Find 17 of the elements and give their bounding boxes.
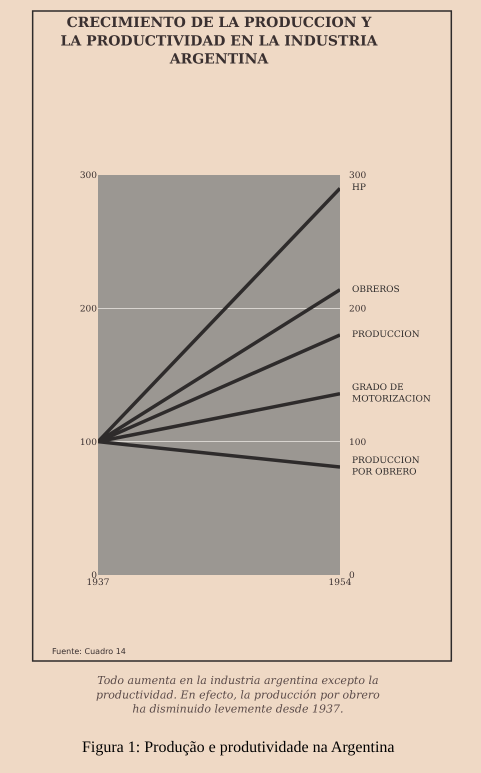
y-tick-label: 300: [80, 171, 98, 182]
series-label: OBREROS: [352, 285, 400, 295]
y2-tick-label: 200: [349, 304, 366, 314]
y-tick-label: 200: [80, 304, 98, 314]
series-label: HP: [352, 183, 366, 193]
y2-tick-label: 0: [349, 571, 355, 582]
chart-title: CRECIMIENTO DE LA PRODUCCION Y LA PRODUCTIVIDAD EN LA INDUSTRIA ARGENTINA: [60, 15, 379, 68]
x-tick-label: 1954: [328, 578, 352, 588]
text: Todo aumenta en la industria argentina excepto la productividad. En efecto, la producción por obrero ha disminuido levemente desde 1937.: [96, 674, 380, 716]
y2-tick-label: 300: [349, 171, 366, 182]
y2-tick-label: 100: [349, 438, 366, 448]
series-label: GRADO DE MOTORIZACION: [352, 383, 431, 405]
y-tick-label: 100: [80, 438, 98, 448]
series-label: PRODUCCION POR OBRERO: [352, 456, 420, 478]
text: Figura 1: Produção e produtividade na Argentina: [82, 739, 395, 756]
series-label: PRODUCCION: [352, 330, 420, 340]
source-note: Fuente: Cuadro 14: [52, 647, 126, 656]
